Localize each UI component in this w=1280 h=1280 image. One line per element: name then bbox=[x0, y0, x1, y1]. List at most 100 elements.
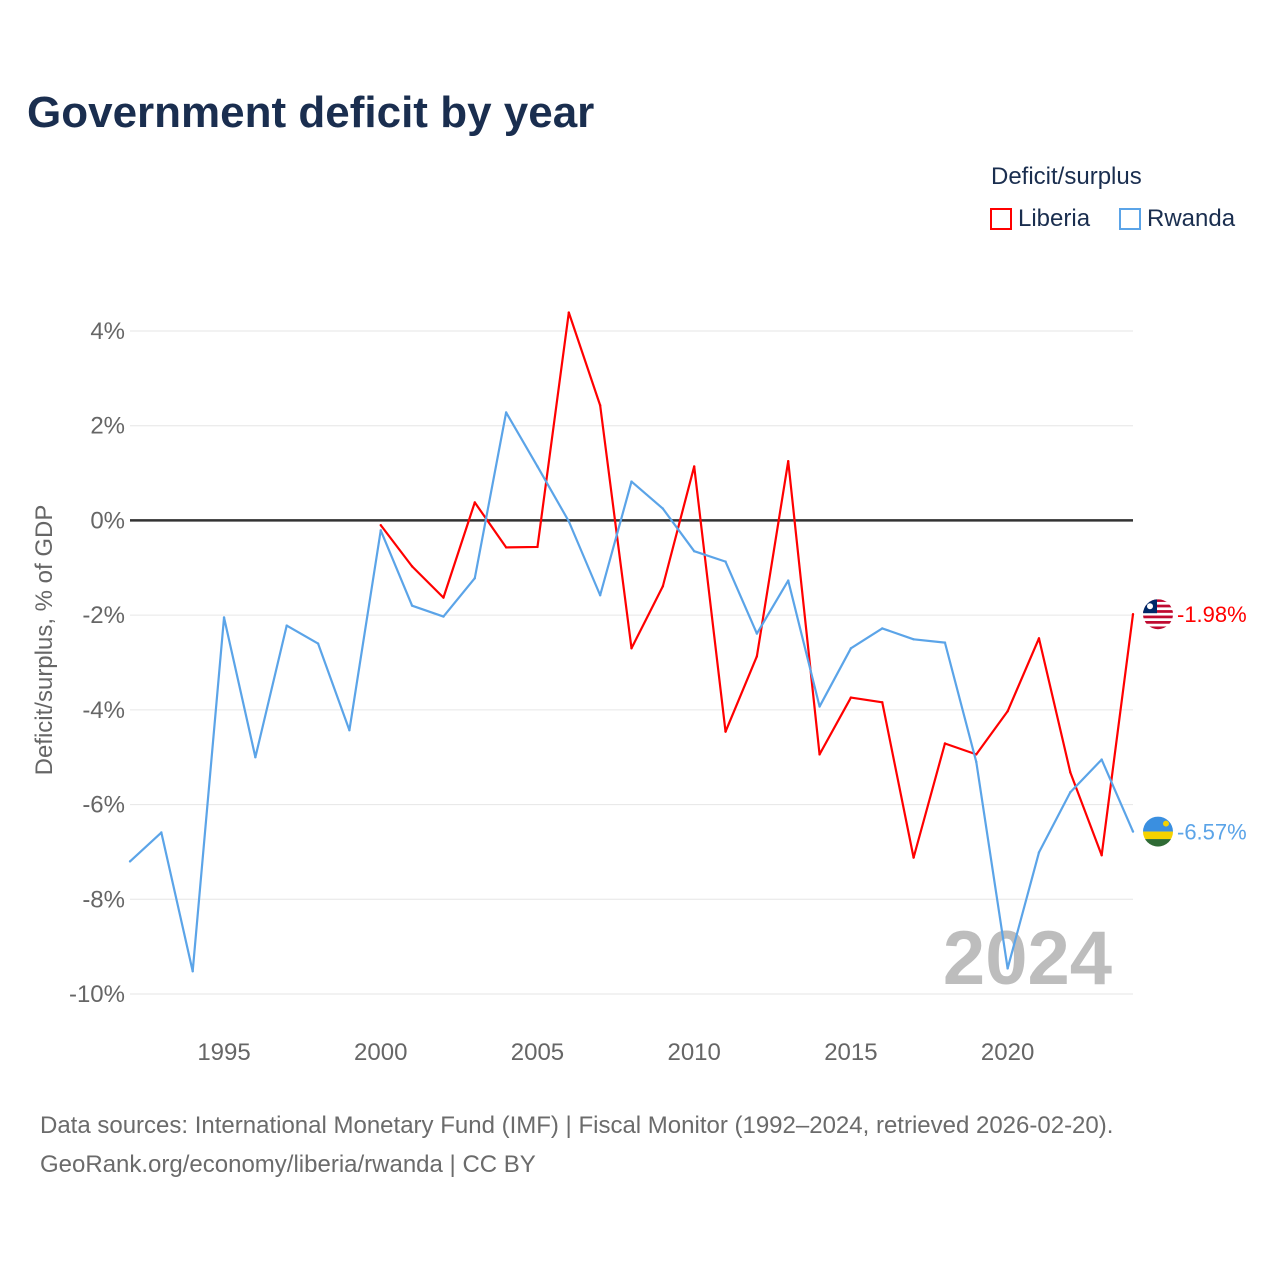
flag-band-green bbox=[1143, 839, 1173, 847]
point-liberia bbox=[724, 730, 727, 733]
year-annotation: 2024 bbox=[943, 916, 1112, 1001]
x-tick-label: 2005 bbox=[511, 1039, 564, 1066]
point-liberia bbox=[536, 545, 539, 549]
flag-stripe bbox=[1143, 610, 1173, 614]
line-rwanda bbox=[129, 411, 1135, 973]
point-rwanda bbox=[504, 411, 508, 414]
flag-stripe bbox=[1143, 612, 1173, 616]
y-tick-label: -6% bbox=[82, 792, 125, 819]
point-liberia bbox=[912, 856, 915, 859]
point-liberia bbox=[818, 753, 821, 756]
point-rwanda bbox=[724, 560, 727, 563]
point-rwanda bbox=[316, 642, 320, 645]
footer-link[interactable]: GeoRank.org/economy/liberia/rwanda | CC … bbox=[40, 1151, 536, 1178]
x-tick-label: 2020 bbox=[981, 1039, 1034, 1066]
flag-band-yellow bbox=[1143, 831, 1173, 840]
grid: 4% 2% 0% -2% -4% -6% -8% -10% 1995 2000 2005 2010 20… bbox=[69, 318, 1133, 1066]
point-liberia bbox=[1037, 637, 1041, 640]
point-liberia bbox=[1100, 854, 1103, 857]
point-liberia bbox=[975, 753, 978, 756]
point-rwanda bbox=[1006, 967, 1009, 970]
point-rwanda bbox=[285, 624, 288, 627]
point-rwanda bbox=[410, 604, 414, 607]
point-rwanda bbox=[755, 632, 759, 635]
y-tick-label: 4% bbox=[90, 318, 125, 345]
point-liberia bbox=[1069, 771, 1072, 774]
point-liberia bbox=[379, 523, 382, 527]
x-tick-label: 2015 bbox=[824, 1039, 877, 1066]
point-rwanda bbox=[160, 831, 163, 834]
point-liberia bbox=[598, 404, 602, 407]
point-rwanda bbox=[254, 756, 257, 759]
flag-band-blue bbox=[1143, 816, 1173, 832]
point-liberia bbox=[630, 647, 633, 650]
point-liberia bbox=[849, 696, 853, 699]
flag-liberia-icon bbox=[1143, 599, 1173, 630]
point-liberia bbox=[1006, 710, 1009, 713]
point-rwanda bbox=[661, 507, 665, 510]
end-label-liberia: -1.98% bbox=[1177, 602, 1247, 627]
point-rwanda bbox=[473, 577, 476, 580]
series-group: -1.98% -6.57% bbox=[128, 311, 1247, 973]
point-rwanda bbox=[818, 705, 821, 708]
point-liberia bbox=[755, 655, 759, 658]
point-rwanda bbox=[975, 760, 978, 764]
point-rwanda bbox=[787, 579, 790, 582]
flag-sun bbox=[1163, 820, 1169, 827]
chart-title: Government deficit by year bbox=[27, 88, 595, 137]
point-liberia bbox=[442, 596, 445, 599]
legend-item-rwanda[interactable]: Rwanda bbox=[1119, 205, 1235, 233]
y-tick-label: -4% bbox=[82, 697, 125, 724]
flag-stripe bbox=[1143, 604, 1173, 608]
y-axis-label: Deficit/surplus, % of GDP bbox=[31, 505, 58, 776]
point-rwanda bbox=[943, 641, 947, 644]
point-rwanda bbox=[1069, 791, 1072, 794]
line-liberia bbox=[379, 311, 1135, 859]
y-tick-label: 0% bbox=[90, 507, 125, 534]
flag-stripe bbox=[1143, 621, 1173, 625]
point-rwanda bbox=[1131, 830, 1135, 833]
point-liberia bbox=[504, 546, 508, 549]
point-liberia bbox=[410, 565, 414, 568]
x-tick-label: 2000 bbox=[354, 1039, 407, 1066]
y-tick-label: 2% bbox=[90, 413, 125, 440]
end-label-rwanda: -6.57% bbox=[1177, 820, 1247, 845]
point-rwanda bbox=[630, 480, 633, 483]
point-rwanda bbox=[442, 615, 445, 618]
x-tick-label: 2010 bbox=[667, 1039, 720, 1066]
point-liberia bbox=[473, 501, 476, 504]
point-liberia bbox=[661, 585, 665, 588]
point-rwanda bbox=[191, 970, 194, 973]
footer-sources: Data sources: International Monetary Fun… bbox=[40, 1112, 1114, 1139]
flag-stripe bbox=[1143, 618, 1173, 622]
point-liberia bbox=[692, 465, 696, 468]
footer: Data sources: International Monetary Fun… bbox=[40, 1106, 1113, 1184]
point-liberia bbox=[1131, 612, 1135, 616]
y-tick-label: -10% bbox=[69, 981, 125, 1008]
point-rwanda bbox=[849, 647, 853, 650]
flag-stripe bbox=[1143, 615, 1173, 619]
flag-stripe bbox=[1143, 601, 1173, 605]
point-rwanda bbox=[1100, 758, 1103, 761]
y-tick-label: -2% bbox=[82, 602, 125, 629]
legend-swatch-liberia bbox=[990, 208, 1012, 230]
point-rwanda bbox=[598, 594, 602, 597]
point-rwanda bbox=[379, 529, 382, 532]
point-rwanda bbox=[128, 860, 132, 863]
flag-star bbox=[1147, 603, 1153, 610]
point-rwanda bbox=[692, 550, 696, 553]
point-rwanda bbox=[1037, 851, 1041, 854]
point-rwanda bbox=[348, 729, 351, 732]
point-rwanda bbox=[567, 520, 571, 523]
point-liberia bbox=[943, 742, 947, 745]
flag-rwanda-icon bbox=[1143, 816, 1173, 847]
point-rwanda bbox=[536, 465, 539, 468]
point-rwanda bbox=[222, 616, 226, 619]
point-liberia bbox=[567, 311, 571, 314]
legend-label-liberia: Liberia bbox=[1018, 205, 1091, 232]
flag-stripe bbox=[1143, 626, 1173, 630]
flag-body bbox=[1143, 816, 1173, 847]
flag-stripe bbox=[1143, 623, 1173, 627]
legend-item-liberia[interactable]: Liberia bbox=[990, 205, 1090, 233]
